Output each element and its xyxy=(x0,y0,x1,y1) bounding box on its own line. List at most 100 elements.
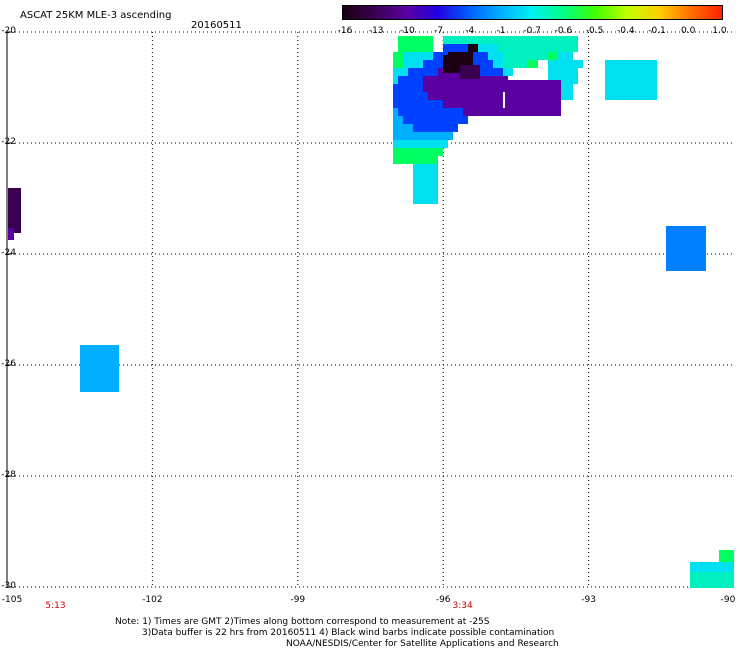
data-cell xyxy=(438,76,443,84)
data-cell xyxy=(573,68,578,76)
data-cell xyxy=(428,68,433,76)
data-cell xyxy=(563,76,568,84)
data-cell xyxy=(433,180,438,188)
data-cell xyxy=(438,140,443,148)
data-cell xyxy=(463,116,468,124)
data-cell xyxy=(528,44,533,52)
data-cell xyxy=(473,92,478,100)
data-cell xyxy=(473,52,478,60)
data-cell xyxy=(483,76,488,84)
data-cell xyxy=(418,156,423,164)
data-cell xyxy=(433,52,438,60)
data-cell xyxy=(398,36,403,44)
data-cell xyxy=(428,36,433,44)
color-scale-tick-label: 0.0 xyxy=(681,26,696,36)
data-cell xyxy=(398,84,403,92)
data-cell xyxy=(483,84,488,92)
data-cell xyxy=(518,36,523,44)
data-cell xyxy=(538,36,543,44)
lat-lon-grid xyxy=(6,31,734,588)
data-cell xyxy=(393,100,398,108)
data-cell xyxy=(443,76,448,84)
data-cell xyxy=(568,76,573,84)
data-cell xyxy=(468,84,473,92)
data-cell xyxy=(458,108,463,116)
data-cell xyxy=(513,44,518,52)
data-cell xyxy=(438,132,443,140)
data-cell xyxy=(408,124,413,132)
data-cell xyxy=(443,132,448,140)
data-cell xyxy=(418,180,423,188)
longitude-label: -93 xyxy=(581,595,596,605)
data-cell xyxy=(468,76,473,84)
data-cell xyxy=(408,140,413,148)
data-cell xyxy=(413,124,418,132)
data-cell xyxy=(453,92,458,100)
data-cell xyxy=(398,60,403,68)
data-cell xyxy=(483,44,488,52)
data-cell xyxy=(563,84,568,92)
data-cell xyxy=(518,52,523,60)
data-cell xyxy=(418,188,423,196)
data-cell xyxy=(563,36,568,44)
data-cell xyxy=(418,84,423,92)
data-cell xyxy=(433,196,438,204)
data-cell xyxy=(448,100,453,108)
data-cell xyxy=(498,36,503,44)
data-cell xyxy=(433,108,438,116)
data-cell xyxy=(408,52,413,60)
data-cell xyxy=(408,36,413,44)
data-cell xyxy=(408,108,413,116)
data-cell xyxy=(463,92,468,100)
data-cell xyxy=(493,52,498,60)
color-scale-tick-label: -0.1 xyxy=(648,26,666,36)
data-cell xyxy=(403,92,408,100)
data-cell xyxy=(478,100,483,108)
data-cell xyxy=(458,100,463,108)
data-cell xyxy=(443,100,448,108)
data-cell xyxy=(413,172,418,180)
data-cell xyxy=(443,44,448,52)
data-cell xyxy=(463,76,468,84)
data-cell xyxy=(403,124,408,132)
data-cell xyxy=(413,100,418,108)
data-cell xyxy=(423,84,428,92)
data-cell xyxy=(428,44,433,52)
data-cell xyxy=(523,44,528,52)
data-cell xyxy=(418,68,423,76)
data-cell xyxy=(428,164,433,172)
data-cell xyxy=(398,68,403,76)
data-cell xyxy=(413,180,418,188)
data-cell xyxy=(413,148,418,156)
color-scale-tick-label: -13 xyxy=(368,26,384,36)
data-cell xyxy=(403,108,408,116)
data-cell xyxy=(573,76,578,84)
data-cell xyxy=(438,84,443,92)
data-cell xyxy=(423,76,428,84)
data-cell xyxy=(403,52,408,60)
data-cell xyxy=(423,180,428,188)
data-cell xyxy=(413,196,418,204)
data-cell xyxy=(393,84,398,92)
data-cell xyxy=(563,52,568,60)
data-cell xyxy=(438,60,443,68)
data-cell xyxy=(428,52,433,60)
data-cell xyxy=(473,84,478,92)
data-cell xyxy=(438,100,443,108)
data-cell xyxy=(568,44,573,52)
data-cell xyxy=(428,172,433,180)
data-cell xyxy=(468,44,473,52)
data-cell xyxy=(423,188,428,196)
data-cell xyxy=(508,52,513,60)
data-cell xyxy=(443,116,448,124)
color-scale-tick-label: -7 xyxy=(434,26,444,36)
data-cell xyxy=(513,52,518,60)
data-cell xyxy=(478,52,483,60)
data-cell xyxy=(398,148,403,156)
data-cell xyxy=(418,132,423,140)
data-cell xyxy=(573,60,578,68)
data-cell xyxy=(478,84,483,92)
data-cell xyxy=(543,52,548,60)
data-cell xyxy=(393,60,398,68)
data-cell xyxy=(543,44,548,52)
